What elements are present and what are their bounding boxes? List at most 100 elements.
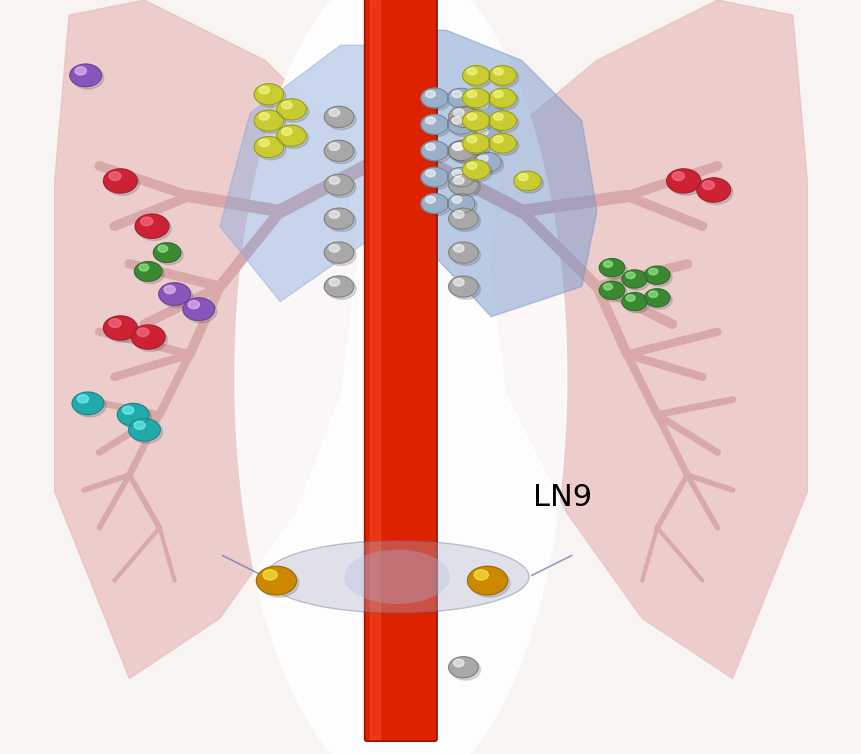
Ellipse shape	[326, 143, 356, 164]
Ellipse shape	[449, 196, 477, 216]
Ellipse shape	[449, 90, 477, 110]
Ellipse shape	[420, 167, 448, 187]
Ellipse shape	[258, 139, 269, 146]
Ellipse shape	[425, 143, 435, 150]
Ellipse shape	[702, 181, 714, 189]
Ellipse shape	[467, 136, 476, 143]
Ellipse shape	[256, 139, 286, 160]
Ellipse shape	[448, 657, 478, 678]
Ellipse shape	[329, 109, 339, 116]
Ellipse shape	[451, 196, 461, 203]
Ellipse shape	[106, 318, 139, 342]
Ellipse shape	[276, 99, 306, 120]
Ellipse shape	[282, 127, 292, 135]
Ellipse shape	[133, 421, 145, 429]
Ellipse shape	[598, 259, 624, 277]
Ellipse shape	[134, 262, 162, 281]
Ellipse shape	[453, 109, 463, 116]
Ellipse shape	[425, 170, 435, 176]
Ellipse shape	[491, 90, 518, 110]
Ellipse shape	[447, 167, 474, 187]
Ellipse shape	[153, 243, 181, 262]
Ellipse shape	[117, 403, 149, 426]
Ellipse shape	[478, 102, 487, 109]
Ellipse shape	[183, 298, 214, 320]
Ellipse shape	[453, 210, 463, 218]
Ellipse shape	[648, 291, 657, 298]
Ellipse shape	[420, 194, 448, 213]
Polygon shape	[220, 45, 367, 302]
Ellipse shape	[420, 88, 448, 108]
Ellipse shape	[450, 176, 480, 198]
Ellipse shape	[668, 171, 702, 195]
Ellipse shape	[467, 68, 476, 75]
Ellipse shape	[326, 244, 356, 265]
Ellipse shape	[462, 111, 489, 130]
Ellipse shape	[450, 278, 480, 299]
Ellipse shape	[464, 90, 492, 110]
Ellipse shape	[326, 278, 356, 299]
Ellipse shape	[276, 125, 306, 146]
Ellipse shape	[329, 210, 339, 218]
Ellipse shape	[644, 289, 669, 307]
Ellipse shape	[492, 90, 503, 97]
Ellipse shape	[72, 392, 103, 415]
Ellipse shape	[324, 106, 353, 127]
Ellipse shape	[601, 261, 626, 279]
Ellipse shape	[648, 268, 657, 275]
Ellipse shape	[491, 113, 518, 133]
Ellipse shape	[425, 196, 435, 203]
Ellipse shape	[156, 245, 183, 265]
Ellipse shape	[453, 278, 463, 286]
Ellipse shape	[450, 244, 480, 265]
Ellipse shape	[122, 406, 133, 414]
Ellipse shape	[77, 395, 89, 403]
Ellipse shape	[103, 316, 137, 340]
Ellipse shape	[164, 286, 175, 293]
Ellipse shape	[474, 100, 501, 119]
Ellipse shape	[474, 152, 501, 172]
Ellipse shape	[423, 117, 450, 136]
Ellipse shape	[462, 66, 489, 85]
Ellipse shape	[453, 143, 463, 150]
Ellipse shape	[344, 550, 449, 604]
Ellipse shape	[450, 210, 480, 231]
Ellipse shape	[488, 66, 516, 85]
Ellipse shape	[492, 113, 503, 120]
Ellipse shape	[258, 112, 269, 120]
Ellipse shape	[324, 242, 353, 263]
Ellipse shape	[492, 136, 503, 143]
Ellipse shape	[329, 176, 339, 184]
Ellipse shape	[448, 174, 478, 195]
Ellipse shape	[131, 325, 165, 349]
Ellipse shape	[467, 566, 507, 595]
Ellipse shape	[646, 268, 672, 287]
Ellipse shape	[492, 68, 503, 75]
Ellipse shape	[464, 136, 492, 155]
Ellipse shape	[420, 141, 448, 161]
Ellipse shape	[75, 67, 86, 75]
Ellipse shape	[254, 110, 283, 131]
Ellipse shape	[450, 143, 480, 164]
Ellipse shape	[324, 140, 353, 161]
Ellipse shape	[254, 136, 283, 158]
Ellipse shape	[491, 136, 518, 155]
Ellipse shape	[623, 295, 648, 313]
Ellipse shape	[158, 245, 168, 252]
Ellipse shape	[326, 176, 356, 198]
Ellipse shape	[329, 244, 339, 252]
Ellipse shape	[453, 176, 463, 184]
Ellipse shape	[188, 301, 199, 308]
Ellipse shape	[448, 242, 478, 263]
Ellipse shape	[447, 115, 474, 134]
Ellipse shape	[263, 570, 277, 580]
Ellipse shape	[128, 418, 160, 441]
Ellipse shape	[448, 106, 478, 127]
Ellipse shape	[666, 169, 700, 193]
Ellipse shape	[448, 208, 478, 229]
Ellipse shape	[516, 173, 543, 193]
Ellipse shape	[448, 276, 478, 297]
Ellipse shape	[106, 171, 139, 195]
Ellipse shape	[423, 170, 450, 189]
Ellipse shape	[103, 169, 137, 193]
